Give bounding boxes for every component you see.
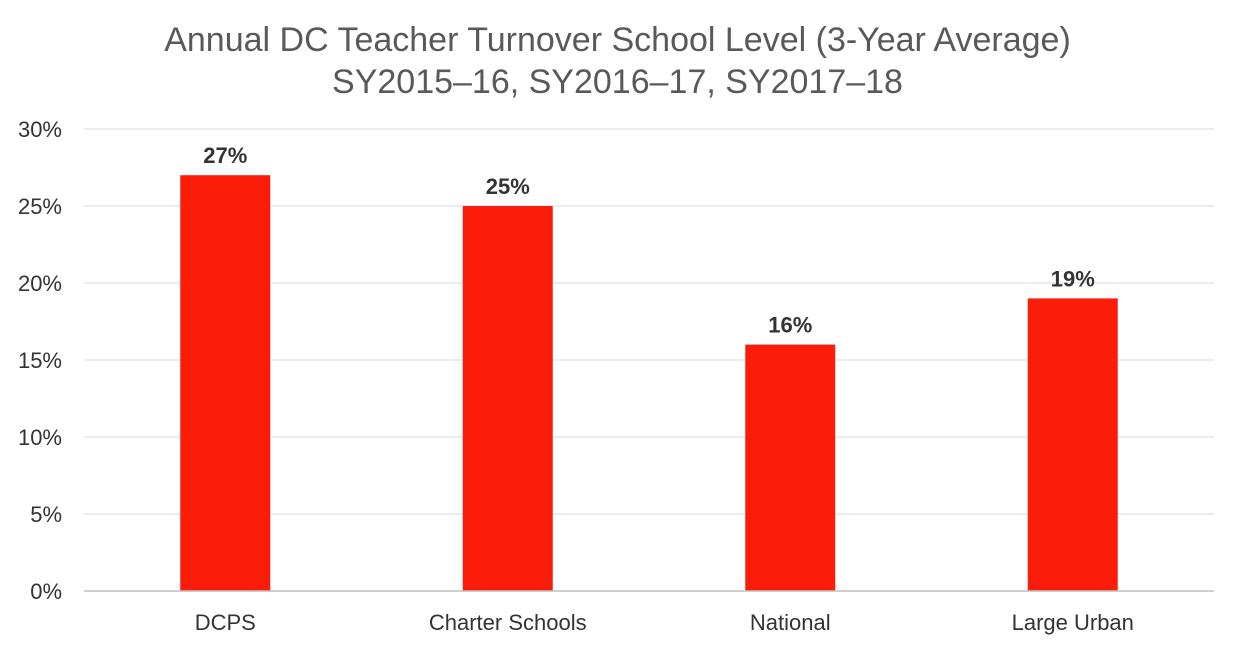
y-tick-label: 0% <box>30 579 62 604</box>
y-tick-label: 10% <box>18 425 62 450</box>
x-category-label: DCPS <box>195 610 256 635</box>
y-tick-label: 15% <box>18 348 62 373</box>
bar <box>180 175 271 591</box>
data-label: 27% <box>203 143 247 168</box>
data-label: 16% <box>768 313 812 338</box>
bar <box>462 206 553 591</box>
bar <box>1027 298 1118 591</box>
bar <box>745 344 836 591</box>
x-category-label: Large Urban <box>1012 610 1134 635</box>
y-tick-label: 20% <box>18 271 62 296</box>
data-label: 25% <box>486 174 530 199</box>
x-category-label: Charter Schools <box>429 610 587 635</box>
data-label: 19% <box>1051 266 1095 291</box>
y-tick-label: 30% <box>18 117 62 142</box>
y-tick-label: 25% <box>18 194 62 219</box>
y-tick-label: 5% <box>30 502 62 527</box>
chart-subtitle: SY2015–16, SY2016–17, SY2017–18 <box>332 63 903 101</box>
x-category-label: National <box>750 610 831 635</box>
chart-title: Annual DC Teacher Turnover School Level … <box>164 21 1071 59</box>
